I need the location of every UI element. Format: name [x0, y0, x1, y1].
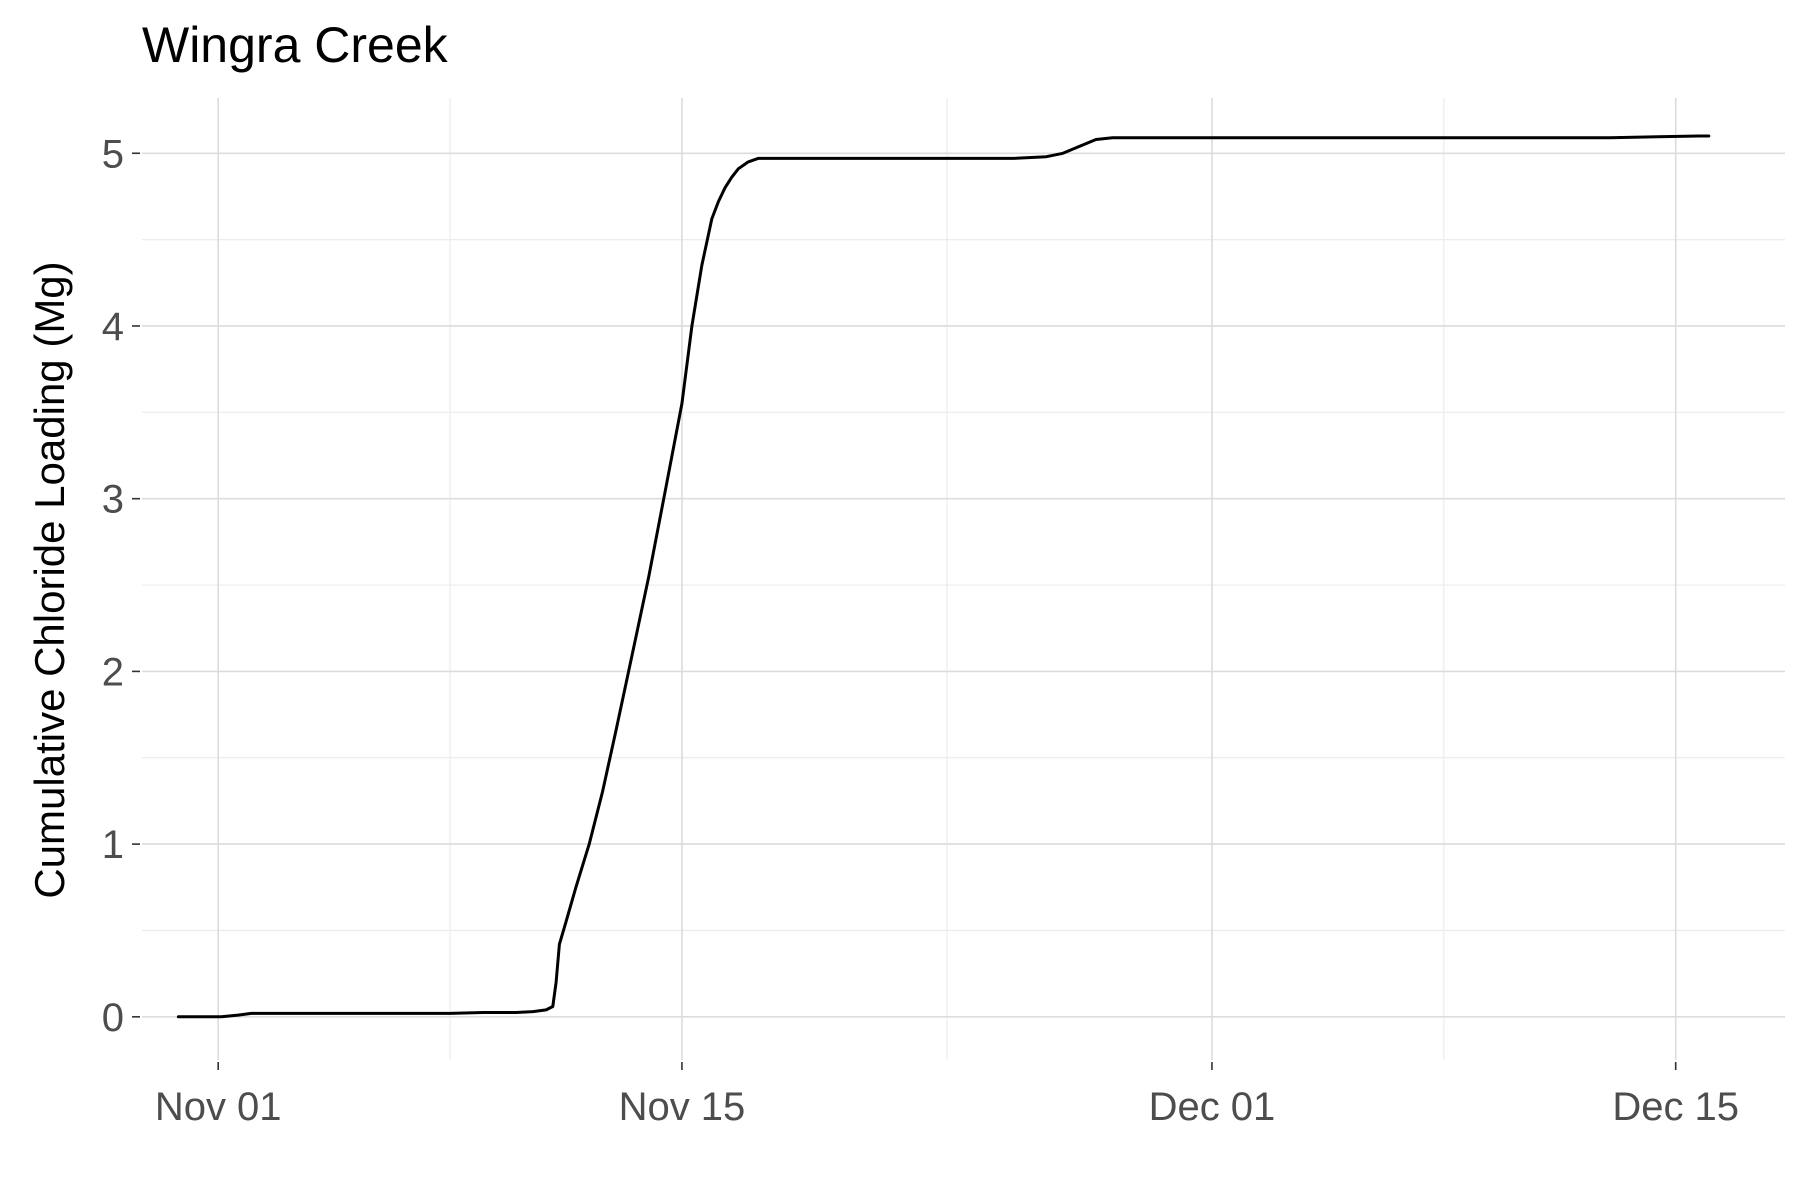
major-gridlines — [142, 98, 1785, 1060]
y-tick-label: 2 — [102, 650, 124, 694]
x-axis: Nov 01 Nov 15 Dec 01 Dec 15 — [155, 1062, 1739, 1129]
series-group — [178, 136, 1708, 1017]
y-axis: 0 1 2 3 4 5 — [102, 132, 140, 1040]
x-tick-label: Dec 01 — [1149, 1085, 1276, 1129]
y-tick-label: 0 — [102, 996, 124, 1040]
y-tick-label: 3 — [102, 478, 124, 522]
y-tick-label: 5 — [102, 132, 124, 176]
chart-title: Wingra Creek — [142, 17, 449, 73]
x-tick-label: Nov 01 — [155, 1085, 282, 1129]
series-line — [178, 136, 1708, 1017]
x-tick-label: Nov 15 — [619, 1085, 746, 1129]
y-axis-label: Cumulative Chloride Loading (Mg) — [26, 261, 73, 898]
x-tick-label: Dec 15 — [1612, 1085, 1739, 1129]
y-tick-label: 1 — [102, 823, 124, 867]
y-tick-label: 4 — [102, 305, 124, 349]
minor-gridlines — [142, 98, 1785, 1060]
